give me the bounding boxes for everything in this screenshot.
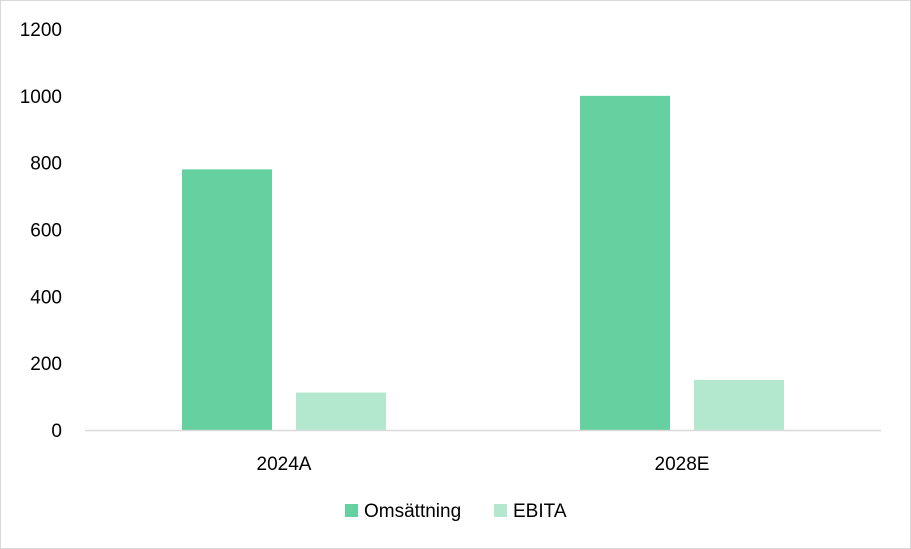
bars — [182, 95, 784, 430]
y-tick-label: 1000 — [20, 87, 62, 108]
y-axis-ticks: 0 200 400 600 800 1000 1200 — [20, 20, 62, 442]
legend-label: EBITA — [513, 501, 567, 522]
x-axis-ticks: 2024A 2028E — [257, 454, 710, 475]
legend-swatch — [345, 504, 358, 517]
bar-omsättning-2028e — [580, 95, 670, 430]
bar-ebita-2024a — [296, 392, 386, 430]
legend-swatch — [494, 504, 507, 517]
y-tick-label: 400 — [30, 287, 62, 308]
y-tick-label: 800 — [30, 154, 62, 175]
legend: Omsättning EBITA — [345, 501, 567, 522]
y-tick-label: 600 — [30, 221, 62, 242]
y-tick-label: 200 — [30, 354, 62, 375]
bar-omsättning-2024a — [182, 169, 272, 430]
y-tick-label: 0 — [51, 421, 62, 442]
bar-ebita-2028e — [694, 379, 784, 430]
x-tick-label: 2024A — [257, 454, 312, 475]
y-tick-label: 1200 — [20, 20, 62, 41]
x-tick-label: 2028E — [655, 454, 710, 475]
legend-label: Omsättning — [364, 501, 461, 522]
